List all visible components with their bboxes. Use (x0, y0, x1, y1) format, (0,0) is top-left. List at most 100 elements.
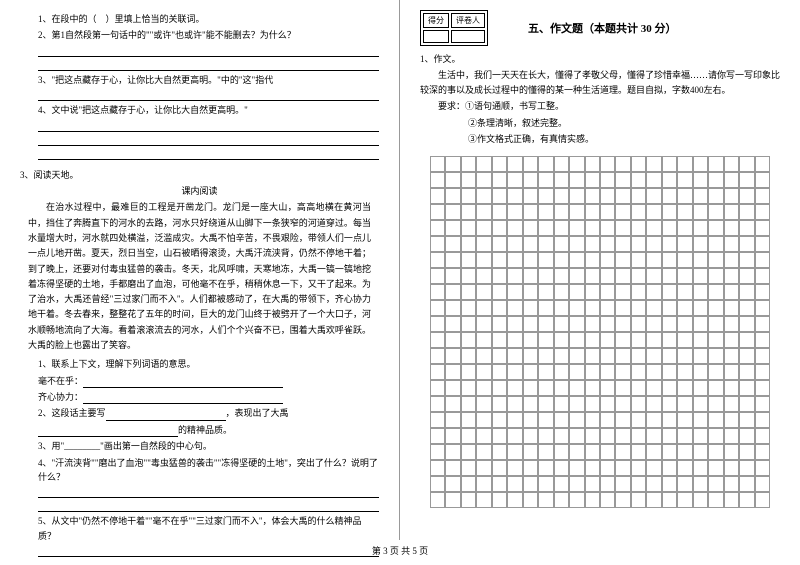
grid-cell (476, 220, 491, 236)
passage-title: 课内阅读 (20, 184, 379, 198)
grid-cell (554, 172, 569, 188)
grid-cell (507, 492, 522, 508)
grid-cell (585, 444, 600, 460)
grid-cell (693, 444, 708, 460)
grid-cell (724, 316, 739, 332)
grid-cell (708, 348, 723, 364)
grid-cell (461, 268, 476, 284)
grid-cell (724, 268, 739, 284)
grid-cell (631, 396, 646, 412)
grid-cell (445, 268, 460, 284)
question-3: 3、"把这点藏存于心，让你比大自然更高明。"中的"这"指代 (20, 73, 379, 87)
grid-cell (445, 396, 460, 412)
grid-cell (492, 428, 507, 444)
grid-cell (461, 396, 476, 412)
grid-cell (445, 332, 460, 348)
grid-cell (677, 364, 692, 380)
grid-cell (538, 284, 553, 300)
grid-cell (430, 348, 445, 364)
grid-row (430, 476, 770, 492)
grid-cell (646, 316, 661, 332)
grid-cell (476, 156, 491, 172)
grid-cell (445, 236, 460, 252)
grid-cell (538, 412, 553, 428)
grid-cell (615, 492, 630, 508)
grid-cell (662, 380, 677, 396)
grid-cell (461, 348, 476, 364)
grid-cell (677, 220, 692, 236)
grid-cell (430, 172, 445, 188)
grid-cell (755, 428, 770, 444)
grid-cell (507, 268, 522, 284)
grid-cell (662, 172, 677, 188)
grid-cell (554, 476, 569, 492)
left-column: 1、在段中的（ ）里填上恰当的关联词。 2、第1自然段第一句话中的""或许"也或… (0, 0, 400, 540)
question-1: 1、在段中的（ ）里填上恰当的关联词。 (20, 12, 379, 26)
answer-line (38, 89, 379, 101)
grid-cell (708, 412, 723, 428)
score-cell (423, 30, 449, 43)
grid-cell (554, 156, 569, 172)
grid-cell (662, 396, 677, 412)
grid-cell (708, 268, 723, 284)
grid-cell (476, 204, 491, 220)
sub-q3: 3、用"________"画出第一自然段的中心句。 (20, 439, 379, 453)
grid-cell (430, 204, 445, 220)
grid-row (430, 156, 770, 172)
grid-cell (662, 188, 677, 204)
sub-q1b: 齐心协力： (20, 390, 379, 404)
grid-cell (445, 316, 460, 332)
grid-cell (461, 156, 476, 172)
grid-cell (569, 188, 584, 204)
grid-cell (739, 364, 754, 380)
grid-cell (677, 460, 692, 476)
grid-cell (538, 396, 553, 412)
grid-cell (461, 220, 476, 236)
grid-cell (507, 412, 522, 428)
grid-cell (693, 188, 708, 204)
grid-cell (585, 188, 600, 204)
grid-cell (646, 412, 661, 428)
grid-cell (755, 476, 770, 492)
grid-cell (476, 412, 491, 428)
grid-cell (430, 300, 445, 316)
grid-cell (554, 444, 569, 460)
grid-cell (600, 444, 615, 460)
grid-cell (755, 332, 770, 348)
grid-cell (523, 268, 538, 284)
grid-cell (693, 460, 708, 476)
grid-cell (662, 300, 677, 316)
grid-cell (430, 284, 445, 300)
grid-cell (492, 172, 507, 188)
grid-cell (631, 300, 646, 316)
grid-cell (600, 364, 615, 380)
answer-line (38, 45, 379, 57)
grid-cell (507, 332, 522, 348)
grid-cell (554, 460, 569, 476)
grid-cell (662, 204, 677, 220)
grid-cell (461, 300, 476, 316)
grid-cell (615, 380, 630, 396)
grid-cell (492, 284, 507, 300)
grid-cell (693, 316, 708, 332)
grid-cell (523, 332, 538, 348)
grid-cell (724, 236, 739, 252)
grid-row (430, 300, 770, 316)
grid-cell (631, 444, 646, 460)
grid-cell (708, 284, 723, 300)
grid-cell (538, 188, 553, 204)
grid-cell (677, 284, 692, 300)
grid-cell (646, 460, 661, 476)
grid-cell (492, 476, 507, 492)
grid-cell (708, 460, 723, 476)
grid-cell (476, 460, 491, 476)
grid-cell (430, 220, 445, 236)
grid-cell (569, 252, 584, 268)
grid-cell (755, 188, 770, 204)
grid-cell (600, 428, 615, 444)
grid-cell (739, 428, 754, 444)
grid-cell (615, 428, 630, 444)
grid-cell (724, 332, 739, 348)
grid-cell (677, 172, 692, 188)
grid-cell (646, 252, 661, 268)
